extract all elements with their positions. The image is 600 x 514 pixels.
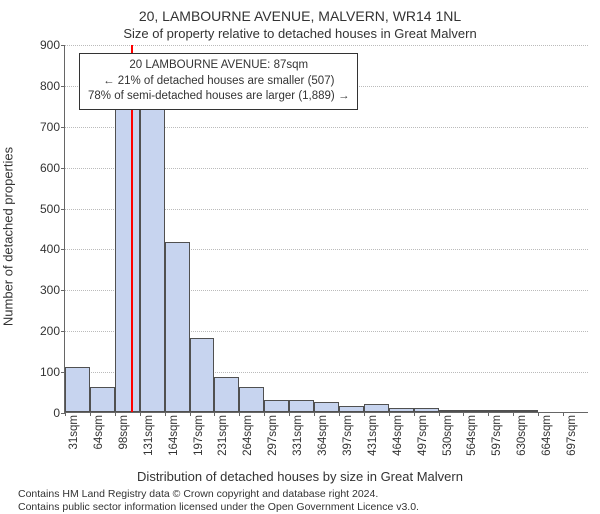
- y-tickmark: [61, 45, 65, 46]
- y-tick-label: 800: [40, 79, 60, 93]
- gridline: [65, 45, 588, 46]
- y-tickmark: [61, 290, 65, 291]
- histogram-bar: [165, 242, 190, 412]
- y-tickmark: [61, 127, 65, 128]
- y-tick-label: 500: [40, 202, 60, 216]
- histogram-bar: [239, 387, 264, 412]
- ylabel-cell: Number of detached properties: [12, 45, 32, 413]
- histogram-bar: [289, 400, 314, 412]
- chart-title-sub: Size of property relative to detached ho…: [12, 26, 588, 41]
- histogram-bar: [190, 338, 215, 412]
- x-tick-label: 530sqm: [442, 415, 454, 456]
- x-tick-label: 331sqm: [292, 415, 304, 456]
- histogram-bar: [339, 406, 364, 412]
- histogram-bar: [90, 387, 115, 412]
- y-axis-label: Number of detached properties: [1, 147, 16, 326]
- y-tickmark: [61, 168, 65, 169]
- x-tick-label: 431sqm: [367, 415, 379, 456]
- y-tick-label: 400: [40, 242, 60, 256]
- x-tick-label: 131sqm: [143, 415, 155, 456]
- footer: Contains HM Land Registry data © Crown c…: [12, 488, 588, 514]
- histogram-bar: [140, 107, 165, 412]
- x-tick-label: 497sqm: [417, 415, 429, 456]
- xticks-row: 31sqm 64sqm 98sqm 131sqm 164sqm 197sqm 231sqm 2…: [12, 413, 588, 469]
- plot-area: 20 LAMBOURNE AVENUE: 87sqm ← 21% of deta…: [64, 45, 588, 413]
- y-tickmark: [61, 249, 65, 250]
- y-tick-label: 300: [40, 283, 60, 297]
- y-tick-label: 700: [40, 120, 60, 134]
- x-tick-label: 564sqm: [466, 415, 478, 456]
- y-tick-label: 0: [53, 406, 60, 420]
- histogram-bar: [115, 107, 140, 412]
- x-tick-label: 264sqm: [242, 415, 254, 456]
- y-tickmark: [61, 86, 65, 87]
- histogram-bar: [314, 402, 339, 412]
- histogram-bar: [488, 410, 513, 412]
- y-ticks: 0100200300400500600700800900: [32, 45, 64, 413]
- histogram-bar: [364, 404, 389, 412]
- plot-row: Number of detached properties 0100200300…: [12, 45, 588, 413]
- x-axis-label: Distribution of detached houses by size …: [12, 469, 588, 484]
- histogram-bar: [463, 410, 488, 412]
- histogram-bar: [439, 410, 464, 412]
- x-tick-label: 597sqm: [491, 415, 503, 456]
- y-tick-label: 200: [40, 324, 60, 338]
- footer-line1: Contains HM Land Registry data © Crown c…: [18, 488, 588, 501]
- y-tickmark: [61, 331, 65, 332]
- x-tick-label: 31sqm: [68, 415, 80, 450]
- histogram-bar: [414, 408, 439, 412]
- chart-title-main: 20, LAMBOURNE AVENUE, MALVERN, WR14 1NL: [12, 8, 588, 24]
- annotation-line2: ← 21% of detached houses are smaller (50…: [88, 74, 349, 90]
- x-tick-label: 364sqm: [317, 415, 329, 456]
- x-tick-label: 164sqm: [168, 415, 180, 456]
- histogram-bar: [513, 410, 538, 412]
- y-tickmark: [61, 209, 65, 210]
- histogram-bar: [389, 408, 414, 412]
- y-tick-label: 100: [40, 365, 60, 379]
- histogram-bar: [65, 367, 90, 412]
- x-tick-label: 397sqm: [342, 415, 354, 456]
- y-tick-label: 600: [40, 161, 60, 175]
- annotation-box: 20 LAMBOURNE AVENUE: 87sqm ← 21% of deta…: [79, 53, 358, 110]
- property-size-chart: 20, LAMBOURNE AVENUE, MALVERN, WR14 1NL …: [0, 0, 600, 500]
- x-tick-label: 64sqm: [93, 415, 105, 450]
- x-tick-label: 197sqm: [193, 415, 205, 456]
- x-tick-label: 697sqm: [566, 415, 578, 456]
- x-tick-label: 464sqm: [392, 415, 404, 456]
- x-tick-label: 630sqm: [516, 415, 528, 456]
- annotation-line3: 78% of semi-detached houses are larger (…: [88, 89, 349, 105]
- footer-line2: Contains public sector information licen…: [18, 501, 588, 514]
- x-tick-label: 664sqm: [541, 415, 553, 456]
- x-tick-label: 297sqm: [267, 415, 279, 456]
- histogram-bar: [264, 400, 289, 412]
- histogram-bar: [214, 377, 239, 412]
- x-tick-label: 98sqm: [118, 415, 130, 450]
- x-tick-label: 231sqm: [217, 415, 229, 456]
- y-tick-label: 900: [40, 38, 60, 52]
- x-ticks: 31sqm 64sqm 98sqm 131sqm 164sqm 197sqm 231sqm 2…: [64, 413, 588, 469]
- annotation-line1: 20 LAMBOURNE AVENUE: 87sqm: [88, 58, 349, 74]
